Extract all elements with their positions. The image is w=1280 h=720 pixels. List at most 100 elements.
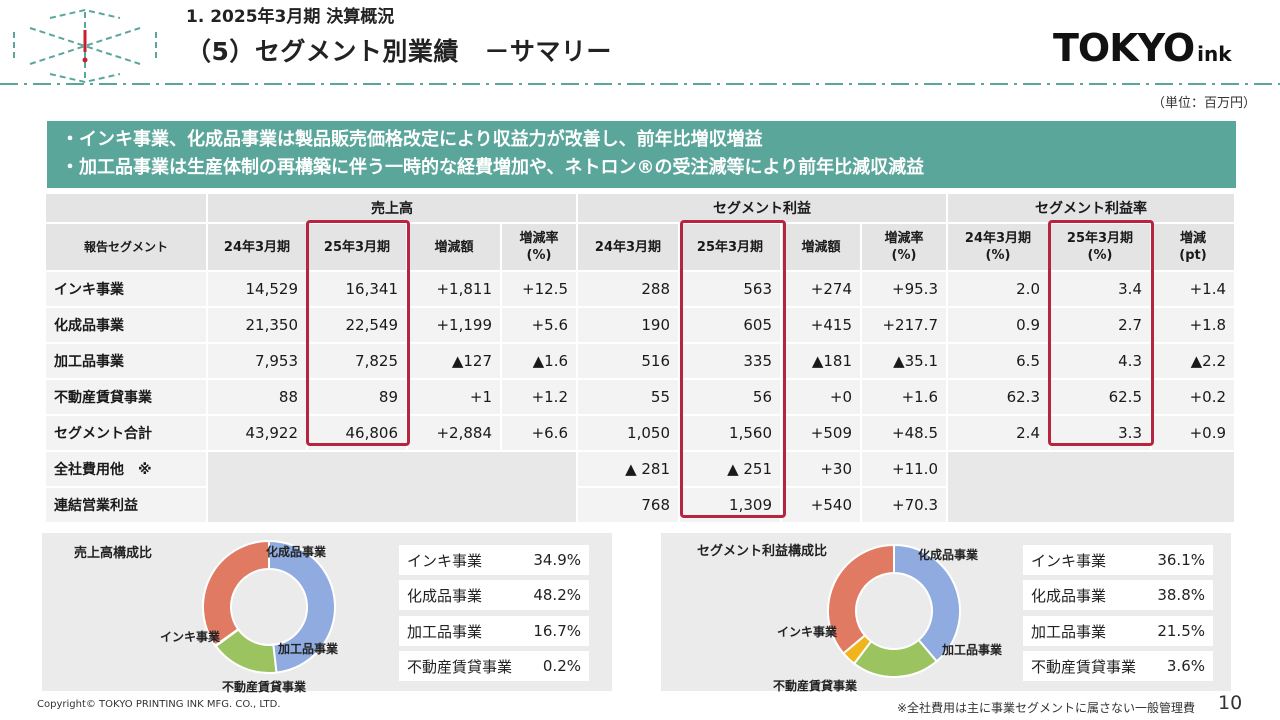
row-label: 加工品事業 <box>44 342 208 380</box>
table-cell: +1 <box>406 378 502 416</box>
table-cell: 516 <box>576 342 680 380</box>
profit-label-ink: インキ事業 <box>777 625 838 639</box>
table-cell: +0.2 <box>1149 378 1237 416</box>
legend-row: 不動産賃貸事業 3.6% <box>1023 651 1213 681</box>
table-cell: 605 <box>678 306 782 344</box>
table-cell: +2,884 <box>406 414 502 452</box>
header-divider <box>0 83 1280 85</box>
donut-slice-3 <box>202 539 270 647</box>
table-row: セグメント合計 43,922 46,806 +2,884 +6.6 1,050 1,560 +… <box>44 414 1237 452</box>
col-header: 24年3月期 (%) <box>946 222 1050 272</box>
profit-chart-title: セグメント利益構成比 <box>697 544 828 559</box>
row-label: 化成品事業 <box>44 306 208 344</box>
table-cell: 2.7 <box>1048 306 1152 344</box>
table-cell: ▲ 281 <box>576 450 680 488</box>
table-cell: 335 <box>678 342 782 380</box>
sales-label-ink: インキ事業 <box>160 630 221 644</box>
segment-table-container: 売上高 セグメント利益 セグメント利益率 報告セグメント 24年3月期 25年3… <box>44 192 1237 524</box>
table-cell: 7,825 <box>306 342 408 380</box>
col-header: 25年3月期 <box>306 222 408 272</box>
legend-row: インキ事業 34.9% <box>399 545 589 575</box>
unit-note: （単位：百万円） <box>1151 96 1256 111</box>
summary-line-1: ・インキ事業、化成品事業は製品販売価格改定により収益力が改善し、前年比増収増益 <box>61 129 763 150</box>
logo-sub-text: ink <box>1197 42 1232 66</box>
slide-header: 1. 2025年3月期 決算概況 （5）セグメント別業績 －サマリー TOKYO… <box>0 0 1280 90</box>
table-cell: 1,050 <box>576 414 680 452</box>
col-header: 増減額 <box>780 222 862 272</box>
company-logo: TOKYO ink <box>1053 26 1232 76</box>
table-cell: +48.5 <box>860 414 948 452</box>
donut-slice-0 <box>268 539 336 674</box>
table-cell: +217.7 <box>860 306 948 344</box>
col-header: 増減額 <box>406 222 502 272</box>
table-cell: 190 <box>576 306 680 344</box>
sales-composition-panel: 売上高構成比 化成品事業 加工品事業 不動産賃貸事業 インキ事業 インキ事業 34… <box>42 533 612 694</box>
table-cell: +5.6 <box>500 306 578 344</box>
sales-label-processed: 加工品事業 <box>278 642 339 656</box>
table-cell: 2.4 <box>946 414 1050 452</box>
legend-row: インキ事業 36.1% <box>1023 545 1213 575</box>
donut-slice-3 <box>827 543 895 655</box>
logo-main-text: TOKYO <box>1053 26 1195 70</box>
summary-banner: ・インキ事業、化成品事業は製品販売価格改定により収益力が改善し、前年比増収増益 … <box>47 121 1236 188</box>
table-cell: 89 <box>306 378 408 416</box>
table-cell: +415 <box>780 306 862 344</box>
profit-composition-panel: セグメント利益構成比 化成品事業 加工品事業 不動産賃貸事業 インキ事業 インキ… <box>661 533 1231 693</box>
table-cell: ▲1.6 <box>500 342 578 380</box>
row-label: 連結営業利益 <box>44 486 208 524</box>
sales-chart-title: 売上高構成比 <box>74 546 153 561</box>
col-header: 増減率 (%) <box>860 222 948 272</box>
table-cell: 7,953 <box>206 342 308 380</box>
row-label: 不動産賃貸事業 <box>44 378 208 416</box>
table-cell: 62.3 <box>946 378 1050 416</box>
table-cell: 768 <box>576 486 680 524</box>
table-cell: 46,806 <box>306 414 408 452</box>
table-cell: +274 <box>780 270 862 308</box>
table-cell: 88 <box>206 378 308 416</box>
profit-donut-chart <box>827 543 961 678</box>
table-cell: ▲127 <box>406 342 502 380</box>
row-label: セグメント合計 <box>44 414 208 452</box>
summary-line-2: ・加工品事業は生産体制の再構築に伴う一時的な経費増加や、ネトロン®の受注減等によ… <box>61 157 925 178</box>
table-cell: 22,549 <box>306 306 408 344</box>
segment-results-table: 売上高 セグメント利益 セグメント利益率 報告セグメント 24年3月期 25年3… <box>44 192 1237 524</box>
sales-donut-chart <box>202 539 336 674</box>
table-cell: 21,350 <box>206 306 308 344</box>
profit-label-realestate: 不動産賃貸事業 <box>773 679 858 693</box>
sales-label-chem: 化成品事業 <box>266 545 327 559</box>
profit-label-processed: 加工品事業 <box>942 643 1003 657</box>
table-cell: +1.2 <box>500 378 578 416</box>
group-header-sales: 売上高 <box>206 192 578 224</box>
table-row: インキ事業 14,529 16,341 +1,811 +12.5 288 563 +274 +9… <box>44 270 1237 308</box>
table-cell: +1,199 <box>406 306 502 344</box>
legend-row: 加工品事業 21.5% <box>1023 616 1213 646</box>
donut-slice-0 <box>893 543 961 663</box>
table-cell: 56 <box>678 378 782 416</box>
table-cell: 4.3 <box>1048 342 1152 380</box>
company-emblem-icon <box>13 8 157 84</box>
table-cell: +12.5 <box>500 270 578 308</box>
section-title: 1. 2025年3月期 決算概況 <box>186 7 395 27</box>
group-header-profit: セグメント利益 <box>576 192 948 224</box>
page-title: （5）セグメント別業績 －サマリー <box>186 37 612 66</box>
profit-label-chem: 化成品事業 <box>918 548 979 562</box>
table-cell: +0 <box>780 378 862 416</box>
table-cell: +1.4 <box>1149 270 1237 308</box>
row-header-label: 報告セグメント <box>44 222 208 272</box>
row-label: 全社費用他 ※ <box>44 450 208 488</box>
table-cell: ▲181 <box>780 342 862 380</box>
table-cell: 62.5 <box>1048 378 1152 416</box>
table-row: 全社費用他 ※ ▲ 281 ▲ 251 +30 +11.0 <box>44 450 1237 524</box>
table-cell: ▲ 251 <box>678 450 782 488</box>
col-header: 増減率 (%) <box>500 222 578 272</box>
table-cell: ▲2.2 <box>1149 342 1237 380</box>
legend-row: 化成品事業 38.8% <box>1023 580 1213 610</box>
table-cell: +95.3 <box>860 270 948 308</box>
table-cell: 43,922 <box>206 414 308 452</box>
table-cell: +0.9 <box>1149 414 1237 452</box>
table-cell: 3.3 <box>1048 414 1152 452</box>
corner-header <box>44 192 208 224</box>
group-header-margin: セグメント利益率 <box>945 192 1237 224</box>
table-cell: 2.0 <box>946 270 1050 308</box>
table-cell: +540 <box>780 486 862 524</box>
